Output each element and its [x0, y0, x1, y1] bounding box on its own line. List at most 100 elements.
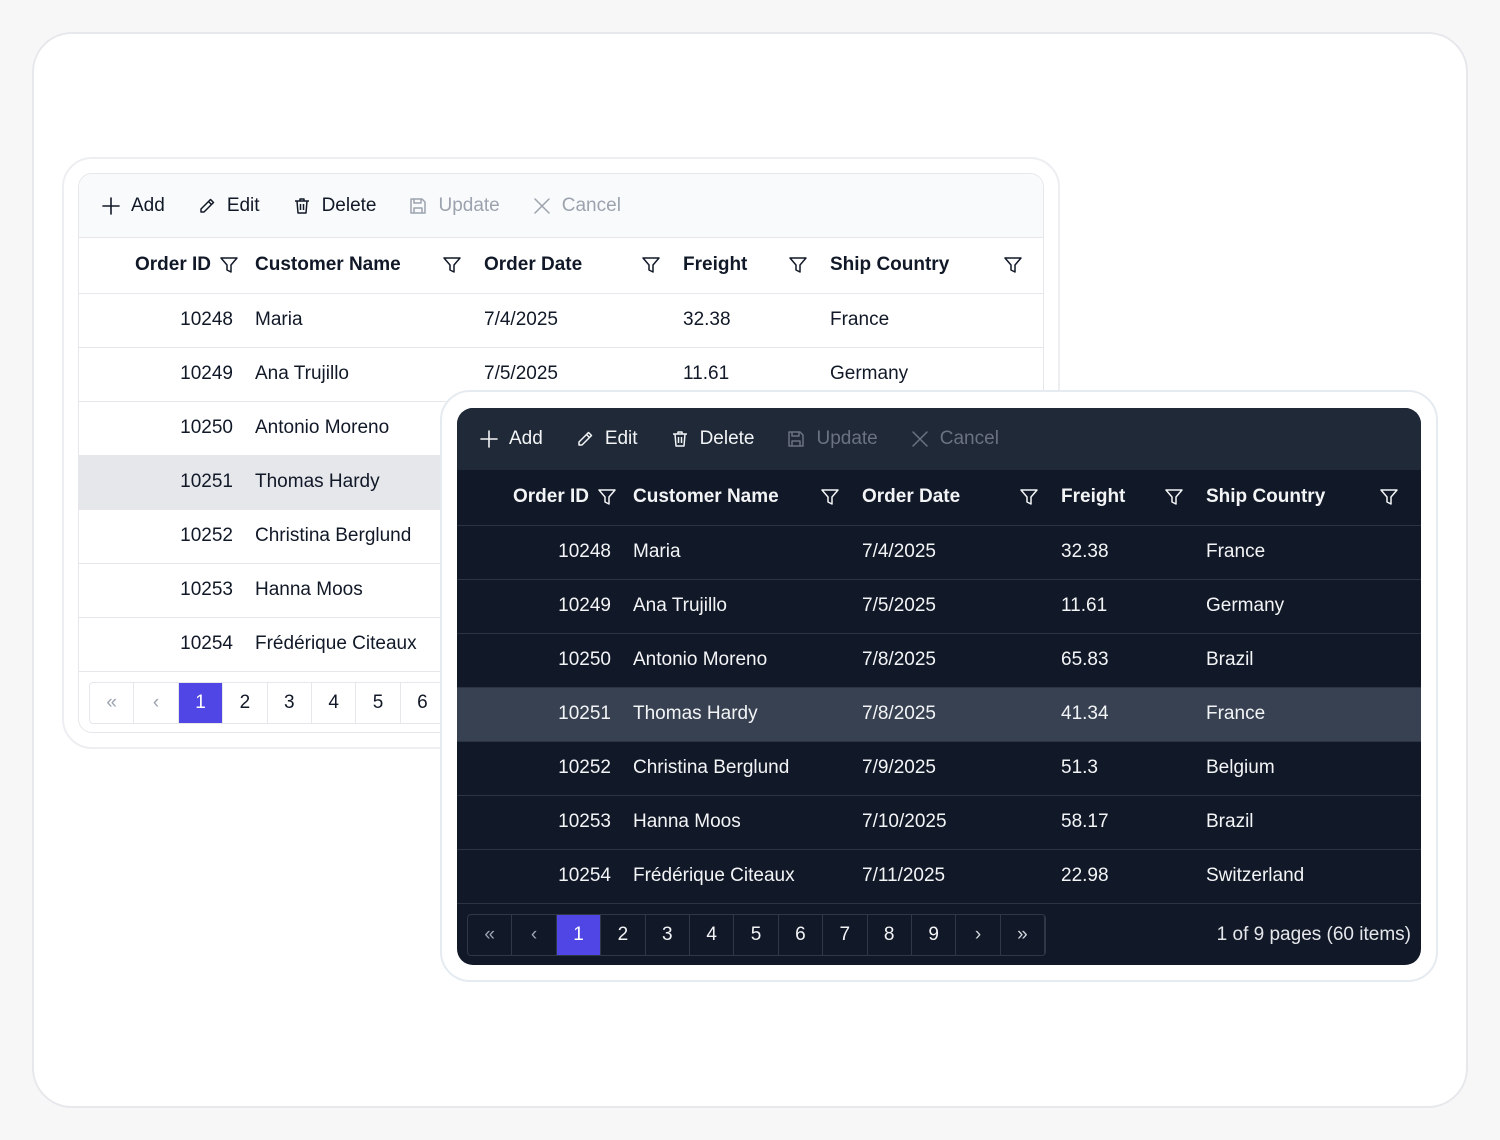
freight-cell: 11.61 [1061, 595, 1108, 616]
page-button-3[interactable]: 3 [268, 682, 312, 723]
plus-icon [480, 430, 498, 448]
page-button-5[interactable]: 5 [356, 682, 401, 723]
page-button-7[interactable]: 7 [823, 914, 868, 955]
ship-country-header-label: Ship Country [1206, 486, 1326, 508]
customer-name-cell: Christina Berglund [255, 525, 412, 546]
first-page-button[interactable]: « [90, 682, 135, 723]
ship-country-header-label: Ship Country [830, 254, 950, 276]
order-id-cell: 10249 [180, 363, 233, 384]
column-header-order-date[interactable]: Order Date [862, 470, 1061, 525]
page-button-2[interactable]: 2 [601, 914, 646, 955]
column-header-order-id[interactable]: Order ID [457, 470, 633, 525]
dark-data-grid: Add Edit Delete Update Cancel Order ID C… [457, 408, 1421, 965]
order-id-cell: 10254 [180, 633, 233, 654]
order-id-cell: 10250 [180, 417, 233, 438]
add-button[interactable]: Add [101, 195, 165, 217]
customer-name-cell: Frédérique Citeaux [255, 633, 417, 654]
update-button-label: Update [816, 428, 878, 449]
table-row[interactable]: 10253 Hanna Moos 7/10/2025 58.17 Brazil [457, 795, 1421, 849]
customer-name-header-label: Customer Name [255, 254, 401, 276]
ship-country-cell: France [830, 309, 890, 330]
customer-name-cell: Antonio Moreno [255, 417, 390, 438]
page-button-1[interactable]: 1 [556, 914, 602, 955]
edit-button[interactable]: Edit [197, 195, 260, 217]
filter-icon[interactable] [1003, 255, 1023, 275]
filter-icon[interactable] [641, 255, 661, 275]
prev-page-button[interactable]: ‹ [512, 914, 557, 955]
customer-name-cell: Ana Trujillo [255, 363, 349, 384]
order-id-header-label: Order ID [134, 254, 211, 276]
freight-cell: 65.83 [1061, 649, 1109, 670]
delete-button[interactable]: Delete [292, 194, 377, 217]
page-button-3[interactable]: 3 [646, 914, 690, 955]
customer-name-cell: Maria [255, 309, 303, 330]
filter-icon[interactable] [1379, 487, 1399, 507]
last-page-button[interactable]: » [1001, 914, 1046, 955]
freight-header-label: Freight [1061, 486, 1126, 508]
page-button-6[interactable]: 6 [401, 682, 446, 723]
column-header-ship-country[interactable]: Ship Country [830, 238, 1043, 293]
table-row[interactable]: 10248 Maria 7/4/2025 32.38 France [79, 293, 1043, 347]
ship-country-cell: Brazil [1206, 649, 1254, 670]
table-row[interactable]: 10249 Ana Trujillo 7/5/2025 11.61 Germany [79, 347, 1043, 401]
page-button-6[interactable]: 6 [779, 914, 824, 955]
next-page-button[interactable]: › [956, 914, 1001, 955]
table-row[interactable]: 10254 Frédérique Citeaux 7/11/2025 22.98 Swi… [457, 849, 1421, 903]
table-row[interactable]: 10249 Ana Trujillo 7/5/2025 11.61 Germany [457, 579, 1421, 633]
page-button-5[interactable]: 5 [734, 914, 779, 955]
customer-name-cell: Antonio Moreno [633, 649, 768, 670]
cancel-button-label: Cancel [939, 428, 999, 449]
column-header-freight[interactable]: Freight [683, 238, 830, 293]
page-button-1[interactable]: 1 [178, 682, 224, 723]
update-button[interactable]: Update [786, 428, 878, 450]
cancel-button[interactable]: Cancel [532, 195, 621, 217]
page-button-4[interactable]: 4 [690, 914, 735, 955]
customer-name-cell: Maria [633, 541, 681, 562]
order-id-cell: 10253 [558, 811, 611, 832]
page-button-9[interactable]: 9 [912, 914, 957, 955]
order-id-cell: 10248 [180, 309, 233, 330]
grid-toolbar: Add Edit Delete Update Cancel [457, 408, 1421, 470]
filter-icon[interactable] [442, 255, 462, 275]
update-button[interactable]: Update [408, 195, 500, 217]
page-button-4[interactable]: 4 [312, 682, 357, 723]
prev-page-button[interactable]: ‹ [134, 682, 179, 723]
filter-icon[interactable] [788, 255, 808, 275]
header-row: Order ID Customer Name Order Date Freigh… [79, 238, 1043, 293]
filter-icon[interactable] [820, 487, 840, 507]
column-header-freight[interactable]: Freight [1061, 470, 1206, 525]
filter-icon[interactable] [597, 487, 617, 507]
edit-button[interactable]: Edit [575, 428, 638, 450]
column-header-customer-name[interactable]: Customer Name [255, 238, 484, 293]
add-button[interactable]: Add [479, 428, 543, 450]
column-header-customer-name[interactable]: Customer Name [633, 470, 862, 525]
table-row[interactable]: 10248 Maria 7/4/2025 32.38 France [457, 525, 1421, 579]
pager-buttons: « ‹ 1 2 3 4 5 6 7 [89, 681, 491, 724]
ship-country-cell: Switzerland [1206, 865, 1305, 886]
delete-button-label: Delete [699, 428, 755, 449]
column-header-order-date[interactable]: Order Date [484, 238, 683, 293]
page-button-2[interactable]: 2 [223, 682, 268, 723]
plus-icon [102, 196, 120, 215]
delete-button-label: Delete [321, 194, 377, 216]
order-id-cell: 10251 [457, 687, 633, 741]
filter-icon[interactable] [219, 255, 239, 275]
delete-button[interactable]: Delete [670, 428, 755, 450]
first-page-button[interactable]: « [468, 914, 513, 955]
column-header-order-id[interactable]: Order ID [79, 238, 255, 293]
order-date-cell: 7/5/2025 [862, 595, 936, 616]
order-id-cell: 10253 [180, 579, 233, 600]
close-icon [534, 197, 550, 214]
filter-icon[interactable] [1164, 487, 1184, 507]
table-row[interactable]: 10252 Christina Berglund 7/9/2025 51.3 Belgi… [457, 741, 1421, 795]
table-row[interactable]: 10250 Antonio Moreno 7/8/2025 65.83 Brazil [457, 633, 1421, 687]
page-button-8[interactable]: 8 [868, 914, 912, 955]
grid-toolbar: Add Edit Delete Update Cancel [79, 174, 1043, 238]
column-header-ship-country[interactable]: Ship Country [1206, 470, 1421, 525]
pager-buttons: « ‹ 1 2 3 4 5 6 7 8 9 › » [467, 913, 1047, 956]
order-date-cell: 7/9/2025 [862, 757, 936, 778]
ship-country-cell: France [1206, 541, 1266, 562]
filter-icon[interactable] [1019, 487, 1039, 507]
cancel-button[interactable]: Cancel [910, 428, 999, 450]
